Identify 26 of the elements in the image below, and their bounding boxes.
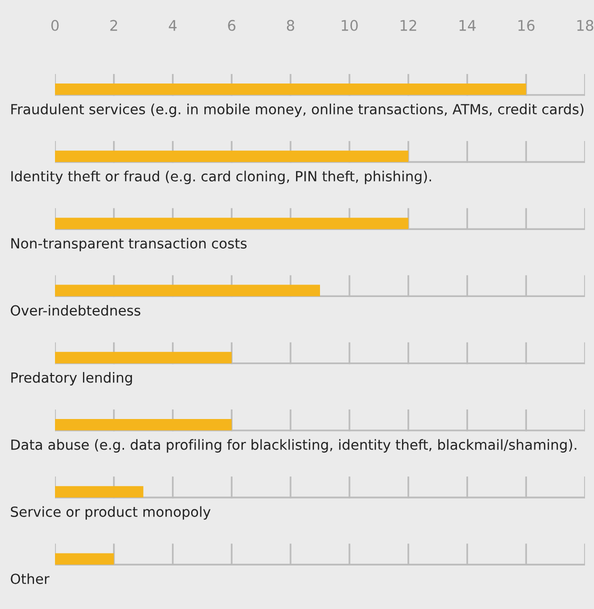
bar	[55, 352, 232, 364]
bar	[55, 553, 114, 565]
y-tick-label: Service or product monopoly	[10, 506, 210, 520]
x-tick-label: 10	[342, 20, 358, 31]
bar	[55, 150, 408, 162]
y-tick-label: Data abuse (e.g. data profiling for blacklisting, identity theft, blackmail/shaming).	[11, 439, 576, 453]
y-tick-label: Fraudulent services (e.g. in mobile money, online transactions, ATMs, credit cards)	[11, 104, 584, 118]
y-tick-label: Predatory lending	[11, 372, 132, 386]
x-tick-label: 8	[286, 20, 294, 31]
bar	[55, 84, 526, 95]
x-tick-label: 18	[577, 20, 594, 31]
bar	[55, 284, 320, 296]
x-tick-label: 14	[460, 20, 476, 31]
y-tick-label: Other	[10, 573, 50, 584]
bar	[55, 486, 144, 498]
x-tick-label: 16	[518, 20, 534, 31]
bar	[55, 218, 408, 230]
x-tick-label: 4	[168, 20, 177, 31]
bar	[55, 419, 232, 430]
x-tick-label: 12	[400, 20, 416, 31]
x-tick-label: 6	[228, 20, 236, 31]
y-tick-label: Over-indebtedness	[10, 304, 140, 316]
x-tick-label: 2	[110, 20, 118, 31]
y-tick-label: Identity theft or fraud (e.g. card cloning, PIN theft, phishing).	[11, 170, 432, 184]
x-tick-label: 0	[51, 20, 59, 31]
y-tick-label: Non-transparent transaction costs	[11, 238, 247, 252]
